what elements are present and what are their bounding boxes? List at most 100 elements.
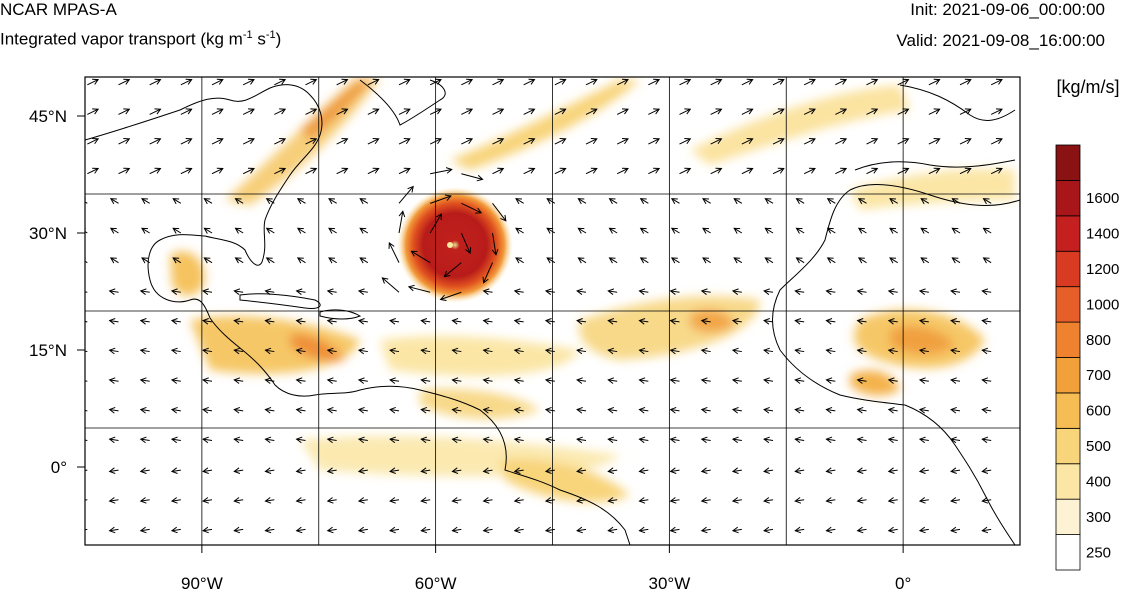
arrow-head [702, 257, 710, 264]
arrow-shaft [928, 138, 940, 145]
arrow-head [203, 227, 211, 234]
arrow-shaft [430, 195, 452, 204]
arrow-head [856, 406, 864, 414]
ivt-vector-arrow [451, 377, 462, 384]
arrow-head [544, 497, 552, 504]
arrow-head [950, 377, 957, 384]
ivt-vector-arrow [576, 318, 587, 325]
arrow-shaft [701, 499, 711, 502]
arrow-shaft [827, 198, 836, 204]
arrow-shaft [203, 469, 213, 472]
ivt-vector-arrow [700, 526, 711, 534]
arrow-head [482, 318, 490, 325]
arrow-head [638, 406, 646, 414]
ivt-vector-arrow [981, 347, 992, 355]
arrow-shaft [390, 499, 400, 502]
arrow-head [328, 257, 336, 264]
arrow-head [108, 526, 116, 534]
arrow-head [141, 227, 149, 234]
arrow-shaft [670, 320, 680, 323]
arrow-shaft [109, 499, 119, 502]
arrow-head [608, 257, 616, 264]
arrow-head [669, 467, 677, 474]
arrow-head [918, 467, 926, 474]
arrow-shaft [85, 380, 88, 382]
arrow-shaft [648, 108, 660, 115]
ivt-vector-arrow [639, 198, 649, 205]
arrow-head [310, 108, 318, 115]
arrow-shaft [577, 290, 587, 293]
arrow-shaft [110, 227, 119, 234]
arrow-head [434, 138, 442, 145]
arrow-shaft [679, 168, 691, 175]
arrow-shaft [585, 108, 598, 115]
arrow-shaft [857, 290, 867, 293]
arrow-shaft [515, 257, 524, 264]
arrow-shaft [826, 409, 836, 412]
arrow-shaft [444, 262, 462, 277]
arrow-head [139, 497, 147, 504]
arrow-shaft [336, 108, 348, 115]
arrow-shaft [577, 379, 587, 382]
subtitle-exponent-2: -1 [265, 29, 276, 41]
arrow-head [763, 526, 770, 534]
arrow-head [669, 288, 677, 295]
arrow-head [420, 347, 428, 355]
coastline-europe [899, 84, 1016, 121]
arrow-shaft [398, 211, 404, 234]
arrow-shaft [266, 227, 275, 234]
arrow-shaft [765, 198, 774, 204]
ivt-vector-arrow [461, 138, 474, 145]
arrow-head [669, 377, 677, 384]
ivt-vector-arrow [305, 167, 318, 175]
arrow-head [577, 257, 585, 264]
arrow-shaft [296, 469, 306, 472]
arrow-shaft [889, 257, 898, 264]
ivt-vector-arrow [670, 227, 680, 234]
arrow-head [170, 436, 178, 444]
arrow-shaft [242, 108, 255, 115]
arrow-head [513, 436, 521, 444]
arrow-shaft [421, 528, 431, 532]
arrow-head [794, 288, 802, 295]
arrow-head [887, 467, 895, 474]
arrow-head [234, 198, 242, 205]
arrow-shaft [109, 320, 119, 323]
arrow-head [763, 377, 770, 384]
ivt-vector-arrow [491, 232, 499, 256]
ivt-vector-arrow [544, 436, 555, 444]
ivt-vector-arrow [389, 526, 400, 534]
arrow-head [808, 167, 816, 174]
arrow-head [889, 198, 897, 205]
ivt-vector-arrow [887, 467, 898, 474]
arrow-shaft [514, 320, 524, 323]
colorbar-level-label: 1400 [1086, 226, 1119, 243]
arrow-shaft [118, 108, 130, 115]
arrow-head [889, 257, 897, 264]
arrow-shaft [336, 79, 348, 86]
arrow-shaft [514, 499, 524, 502]
arrow-shaft [483, 320, 493, 323]
ivt-vector-arrow [607, 406, 618, 414]
ivt-vector-arrow [897, 167, 910, 175]
ivt-vector-arrow [731, 288, 742, 295]
ivt-vector-arrow [638, 347, 649, 355]
arrow-shaft [87, 79, 99, 86]
ivt-vector-arrow [389, 497, 400, 504]
ivt-vector-arrow [981, 288, 992, 295]
ivt-vector-arrow [359, 227, 369, 234]
ivt-vector-arrow [492, 138, 505, 145]
arrow-head [887, 436, 895, 444]
ivt-vector-arrow [87, 108, 100, 115]
arrow-shaft [492, 108, 504, 115]
ivt-vector-arrow [513, 526, 524, 534]
arrow-head [78, 497, 84, 503]
arrow-head [544, 288, 552, 295]
colorbar-level-label: 1200 [1086, 261, 1119, 278]
arrow-shaft [140, 320, 150, 323]
arrow-head [731, 377, 739, 384]
arrow-shaft [679, 108, 691, 115]
ivt-vector-arrow [648, 138, 661, 145]
arrow-head [389, 467, 396, 474]
arrow-head [108, 318, 116, 325]
